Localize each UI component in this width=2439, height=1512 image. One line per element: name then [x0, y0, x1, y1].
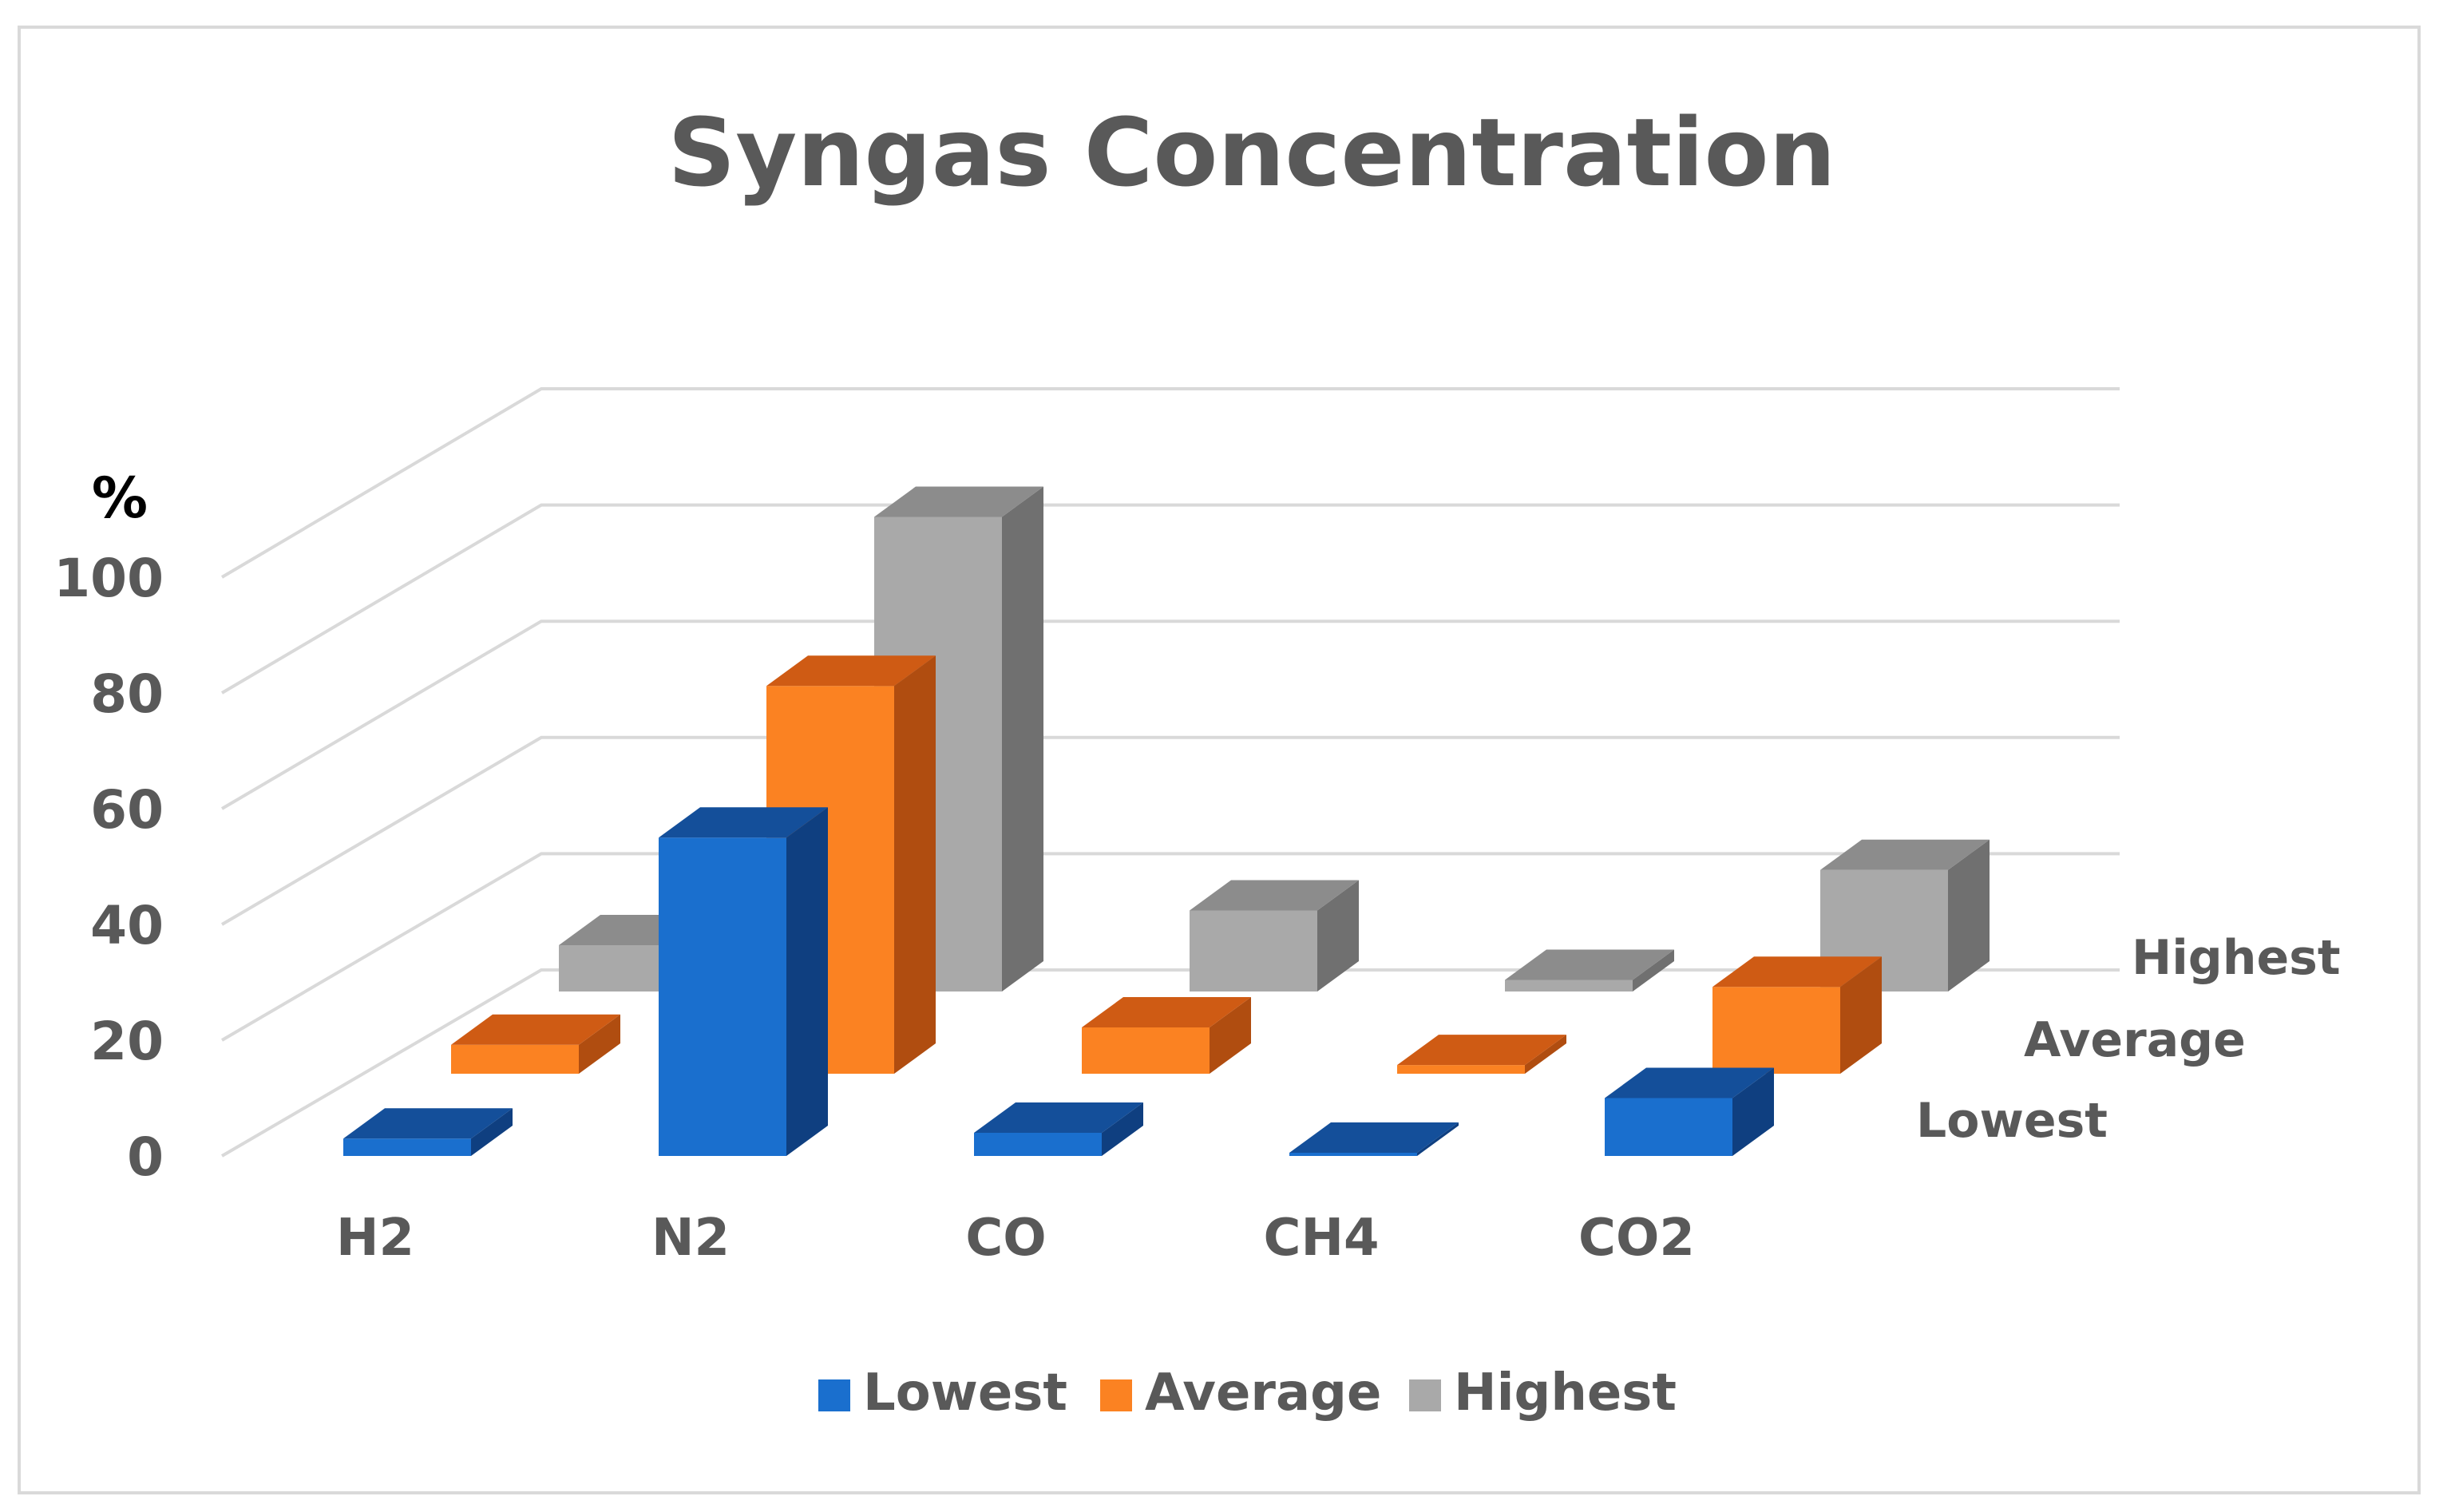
bars: [343, 486, 1990, 1156]
bar-top: [1190, 880, 1359, 911]
bar-side: [1948, 839, 1990, 992]
bar-lowest-co2: [1605, 1067, 1774, 1156]
bar-side: [1102, 1102, 1143, 1156]
bar-top: [1397, 1035, 1566, 1066]
bar-average-co2: [1712, 956, 1882, 1074]
gridline-40: [220, 735, 2120, 926]
bar-average-co: [1082, 997, 1251, 1074]
bar-front: [1190, 910, 1317, 992]
bar-front: [1505, 980, 1633, 992]
y-tick-label: 100: [53, 548, 164, 609]
bar-side: [1417, 1122, 1459, 1156]
category-label: N2: [651, 1209, 730, 1268]
bar-front: [659, 837, 786, 1156]
bar-front: [974, 1133, 1102, 1156]
bar-front: [1289, 1153, 1417, 1156]
bar-highest-co: [1190, 880, 1359, 992]
bar-lowest-co: [974, 1102, 1143, 1156]
bar-front: [1082, 1027, 1210, 1074]
bar-side: [1002, 486, 1043, 992]
bar-average-ch4: [1397, 1035, 1566, 1074]
depth-label: Lowest: [1916, 1093, 2108, 1149]
bar-lowest-h2: [343, 1108, 513, 1156]
legend-item-average: Average: [1100, 1364, 1381, 1423]
bar-side: [1210, 997, 1251, 1074]
legend-label: Highest: [1454, 1364, 1677, 1423]
bar-side: [471, 1108, 513, 1156]
bar-top: [1082, 997, 1251, 1027]
bar-side: [1525, 1035, 1566, 1074]
gridline-60: [220, 619, 2120, 810]
gridline-100: [220, 387, 2120, 579]
bar-front: [343, 1138, 471, 1156]
legend-label: Lowest: [863, 1364, 1067, 1423]
bar-front: [1605, 1098, 1732, 1156]
bar-side: [1633, 949, 1674, 992]
bar-side: [786, 807, 828, 1156]
bar-lowest-ch4: [1289, 1122, 1459, 1156]
y-tick-label: 80: [90, 663, 164, 725]
bar-front: [1712, 987, 1840, 1074]
y-tick-label: 20: [90, 1011, 164, 1072]
bar-top: [1289, 1122, 1459, 1153]
bar-front: [1397, 1065, 1525, 1074]
legend-swatch: [1409, 1379, 1441, 1411]
y-tick-label: 60: [90, 779, 164, 841]
chart-area-border: [18, 26, 2421, 1494]
depth-label: Average: [2024, 1012, 2246, 1068]
bar-average-h2: [451, 1014, 620, 1074]
bar-top: [974, 1102, 1143, 1133]
bar-front: [451, 1044, 579, 1074]
bar-side: [1317, 880, 1359, 992]
bar-top: [874, 486, 1043, 517]
y-tick-label: 0: [127, 1126, 164, 1188]
bar-side: [894, 655, 936, 1074]
bar-top: [1820, 839, 1990, 870]
legend-item-highest: Highest: [1409, 1364, 1677, 1423]
bar-side: [1732, 1067, 1774, 1156]
legend-swatch: [818, 1379, 850, 1411]
y-axis-label: %: [92, 465, 148, 531]
depth-label: Highest: [2132, 930, 2341, 986]
bar-top: [343, 1108, 513, 1139]
bar-top: [1712, 956, 1882, 988]
legend-label: Average: [1145, 1364, 1381, 1423]
bar-highest-ch4: [1505, 949, 1674, 992]
bar-top: [1505, 949, 1674, 980]
category-label: CO2: [1578, 1209, 1695, 1268]
category-label: CH4: [1263, 1209, 1379, 1268]
depth-axis-series-labels: Lowest Average Highest: [1916, 930, 2341, 1149]
bar-top: [766, 655, 936, 687]
legend: Lowest Average Highest: [818, 1364, 1677, 1423]
y-axis-ticks: 0 20 40 60 80 100: [53, 548, 164, 1188]
category-label: H2: [336, 1209, 414, 1268]
gridline-20: [220, 852, 2120, 1042]
x-axis-categories: H2 N2 CO CH4 CO2: [336, 1209, 1695, 1268]
chart-title: Syngas Concentration: [667, 97, 1835, 208]
bar-lowest-n2: [659, 807, 828, 1156]
bar-side: [579, 1014, 620, 1074]
y-tick-label: 40: [90, 895, 164, 956]
bar-top: [1605, 1067, 1774, 1098]
legend-item-lowest: Lowest: [818, 1364, 1067, 1423]
bar-side: [1840, 956, 1882, 1074]
gridline-80: [220, 503, 2120, 695]
legend-swatch: [1100, 1379, 1132, 1411]
category-label: CO: [965, 1209, 1046, 1268]
bar-top: [659, 807, 828, 838]
bar-top: [451, 1014, 620, 1045]
